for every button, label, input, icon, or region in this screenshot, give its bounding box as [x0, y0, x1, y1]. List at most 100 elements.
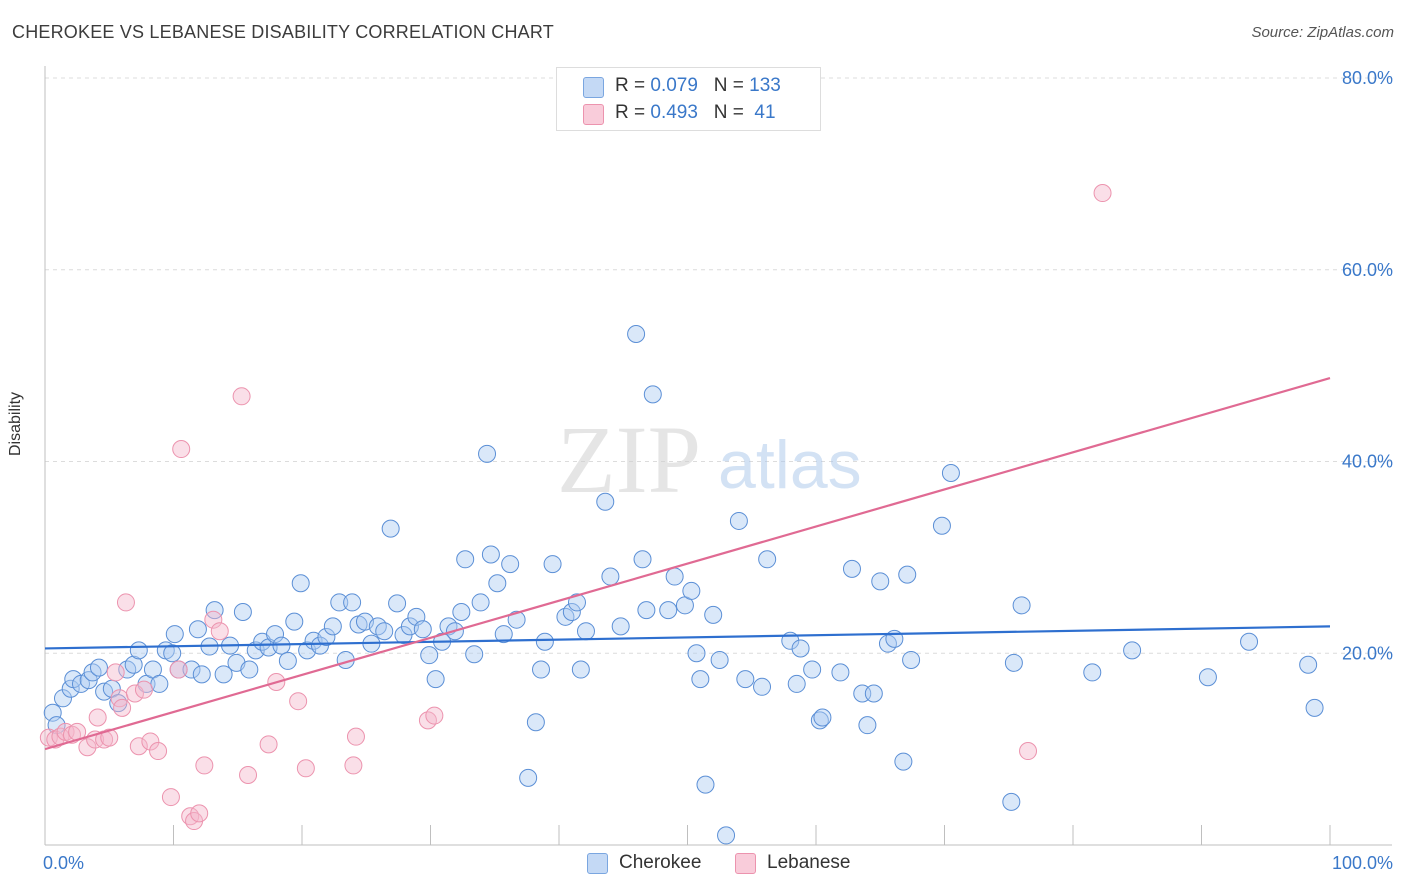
- cherokee-trend-line: [44, 625, 1331, 650]
- cherokee-point: [1299, 655, 1318, 674]
- cherokee-point: [941, 464, 960, 483]
- cherokee-point: [165, 625, 184, 644]
- cherokee-point: [233, 603, 252, 622]
- cherokee-point: [803, 660, 822, 679]
- legend-n-value-cherokee: 133: [749, 75, 781, 96]
- legend-r-value-lebanese: 0.493: [650, 102, 698, 123]
- lebanese-point: [125, 684, 144, 703]
- cherokee-point: [902, 650, 921, 669]
- cherokee-point: [526, 713, 545, 732]
- cherokee-point: [576, 622, 595, 641]
- y-axis-label: Disability: [7, 391, 24, 456]
- bottom-legend-label: Lebanese: [767, 852, 851, 873]
- lebanese-point: [100, 728, 119, 747]
- cherokee-point: [163, 644, 182, 663]
- trend-lines: [44, 377, 1331, 751]
- cherokee-point: [682, 581, 701, 600]
- cherokee-point: [729, 511, 748, 530]
- lebanese-point: [296, 759, 315, 778]
- cherokee-point: [1004, 653, 1023, 672]
- cherokee-point: [519, 768, 538, 787]
- cherokee-point: [124, 655, 143, 674]
- cherokee-swatch: [583, 77, 604, 98]
- watermark-atlas: atlas: [718, 427, 862, 503]
- cherokee-point: [205, 601, 224, 620]
- cherokee-point: [704, 605, 723, 624]
- lebanese-point: [232, 387, 251, 406]
- lebanese-point: [88, 708, 107, 727]
- lebanese-point: [1019, 742, 1038, 761]
- cherokee-point: [898, 565, 917, 584]
- cherokee-point: [375, 622, 394, 641]
- cherokee-point: [317, 627, 336, 646]
- cherokee-point: [1002, 792, 1021, 811]
- watermark-zip: ZIP: [557, 406, 701, 513]
- y-tick-label: 20.0%: [1342, 643, 1393, 663]
- chart-title: CHEROKEE VS LEBANESE DISABILITY CORRELAT…: [12, 22, 554, 42]
- lebanese-swatch: [583, 104, 604, 125]
- lebanese-point: [204, 610, 223, 629]
- cherokee-point: [129, 641, 148, 660]
- cherokee-point: [637, 601, 656, 620]
- cherokee-point: [659, 601, 678, 620]
- lebanese-point: [113, 698, 132, 717]
- cherokee-point: [501, 555, 520, 574]
- lebanese-point: [129, 737, 148, 756]
- cherokee-point: [192, 665, 211, 684]
- cherokee-point: [1240, 632, 1259, 651]
- lebanese-point: [346, 727, 365, 746]
- legend-row-cherokee: R = 0.079 N = 133: [583, 75, 781, 99]
- cherokee-point: [894, 752, 913, 771]
- cherokee-point: [532, 660, 551, 679]
- lebanese-point: [259, 735, 278, 754]
- lebanese-trend-line: [44, 377, 1331, 751]
- lebanese-point: [172, 440, 191, 459]
- cherokee-point: [871, 572, 890, 591]
- cherokee-point: [717, 826, 736, 845]
- cherokee-swatch: [587, 853, 608, 874]
- legend-r-value-cherokee: 0.079: [650, 75, 698, 96]
- cherokee-point: [758, 550, 777, 569]
- cherokee-point: [465, 645, 484, 664]
- lebanese-swatch: [735, 853, 756, 874]
- cherokee-point: [266, 625, 285, 644]
- cherokee-point: [596, 492, 615, 511]
- cherokee-point: [601, 567, 620, 586]
- lebanese-point: [141, 732, 160, 751]
- cherokee-point: [330, 593, 349, 612]
- legend-n-value-lebanese: 41: [749, 102, 776, 123]
- cherokee-point: [736, 670, 755, 689]
- chart-source: Source: ZipAtlas.com: [1251, 24, 1394, 41]
- lebanese-point: [149, 742, 168, 761]
- legend-r-label: R =: [615, 102, 651, 123]
- cherokee-point: [633, 550, 652, 569]
- lebanese-point: [239, 766, 258, 785]
- cherokee-point: [471, 593, 490, 612]
- data-points: [39, 184, 1324, 845]
- cherokee-point: [691, 670, 710, 689]
- cherokee-point: [571, 660, 590, 679]
- cherokee-point: [323, 617, 342, 636]
- cherokee-point: [291, 574, 310, 593]
- cherokee-point: [1012, 596, 1031, 615]
- cherokee-point: [753, 677, 772, 696]
- lebanese-point: [190, 804, 209, 823]
- lebanese-point: [106, 663, 125, 682]
- lebanese-point: [210, 622, 229, 641]
- cherokee-point: [481, 545, 500, 564]
- cherokee-point: [643, 385, 662, 404]
- cherokee-point: [456, 550, 475, 569]
- y-tick-label: 80.0%: [1342, 68, 1393, 88]
- cherokee-point: [388, 594, 407, 613]
- cherokee-point: [858, 716, 877, 735]
- cherokee-point: [420, 646, 439, 665]
- lebanese-point: [425, 706, 444, 725]
- cherokee-point: [381, 519, 400, 538]
- lebanese-point: [134, 680, 153, 699]
- legend-n-label: N =: [713, 102, 750, 123]
- cherokee-point: [831, 663, 850, 682]
- lebanese-point: [161, 788, 180, 807]
- y-tick-label: 40.0%: [1342, 452, 1393, 472]
- cherokee-point: [507, 610, 526, 629]
